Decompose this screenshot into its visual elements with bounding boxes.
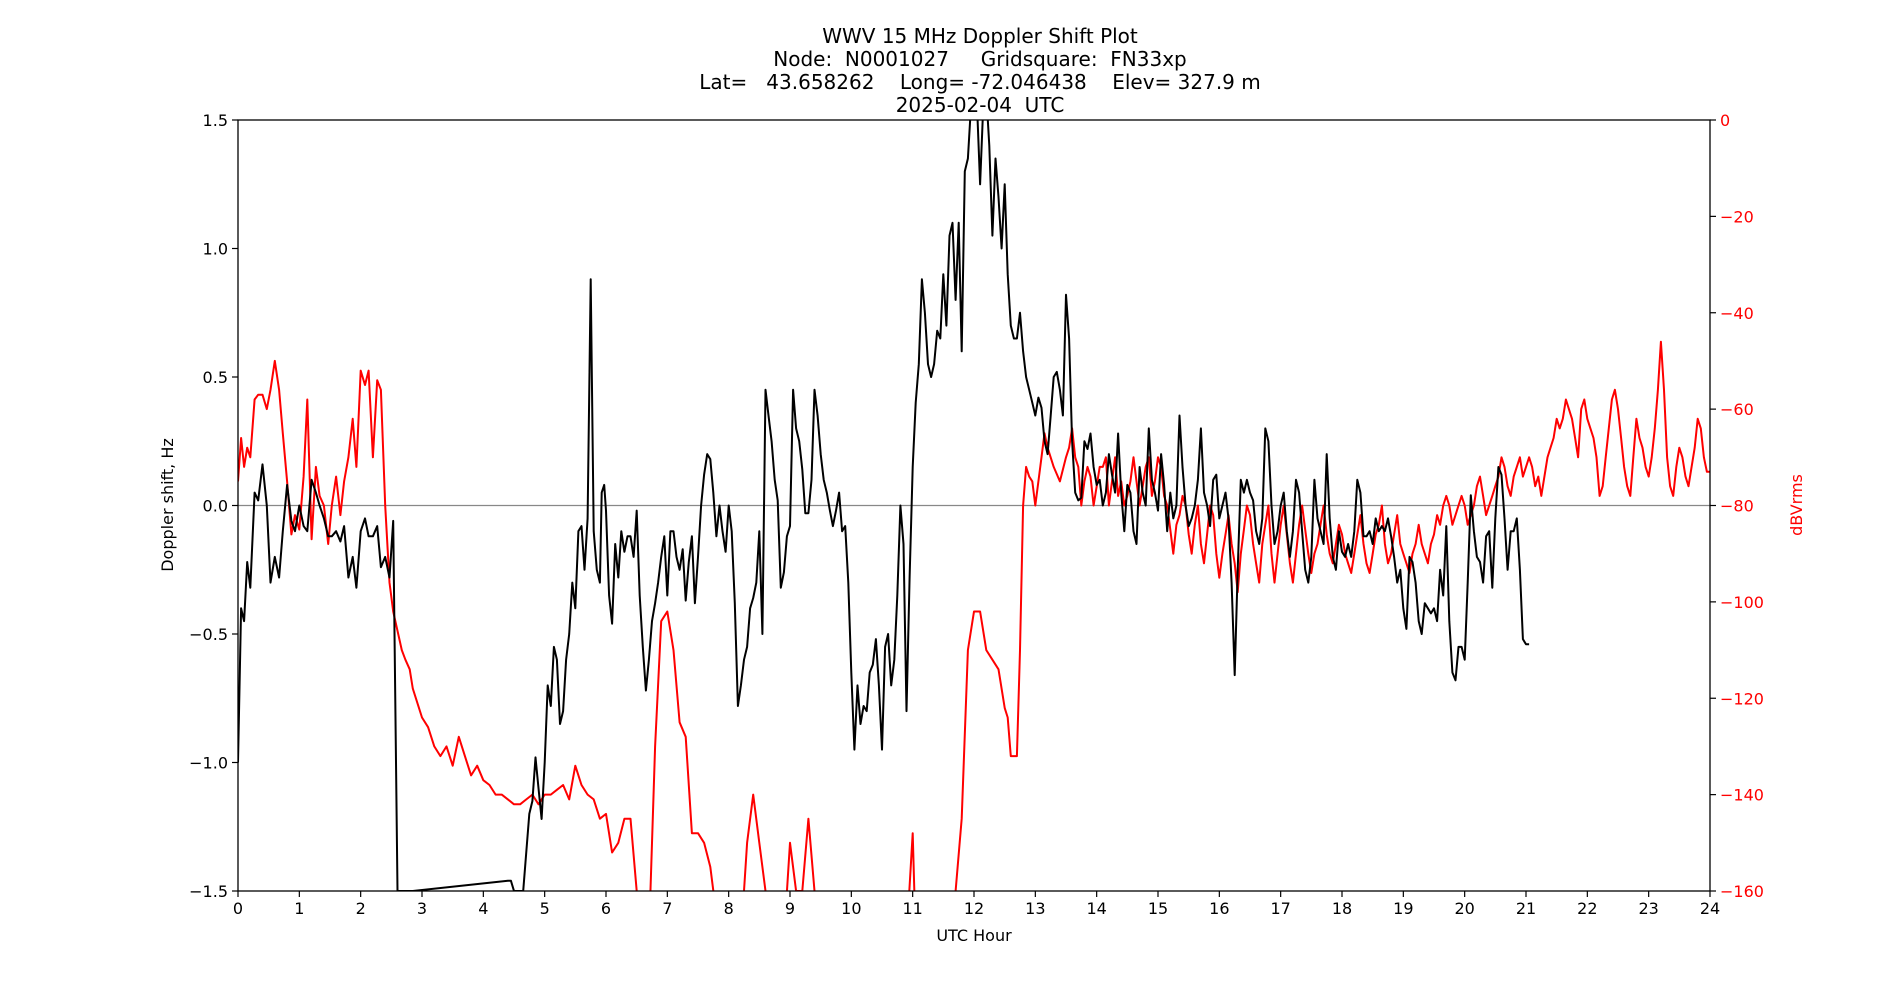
x-tick-label: 24 [1700, 899, 1720, 918]
y-tick-label: 0.5 [203, 368, 228, 387]
y2-tick-label: −20 [1720, 207, 1754, 226]
y-tick-label: 1.0 [203, 240, 228, 259]
x-tick-label: 1 [294, 899, 304, 918]
doppler-series-line [238, 120, 1530, 891]
y-axis-label: Doppler shift, Hz [158, 438, 177, 572]
title-line-2: Node: N0001027 Gridsquare: FN33xp [773, 47, 1187, 71]
x-tick-label: 8 [724, 899, 734, 918]
y2-axis-label: dBVrms [1787, 474, 1806, 536]
y2-tick-label: −60 [1720, 400, 1754, 419]
x-tick-label: 19 [1393, 899, 1413, 918]
y2-tick-label: −100 [1720, 593, 1764, 612]
y2-tick-label: −40 [1720, 304, 1754, 323]
y-tick-label: 1.5 [203, 111, 228, 130]
title-line-3: Lat= 43.658262 Long= -72.046438 Elev= 32… [699, 70, 1261, 94]
y2-tick-label: −140 [1720, 786, 1764, 805]
x-tick-label: 9 [785, 899, 795, 918]
x-axis: 0 1 2 3 4 5 6 7 8 9 10 11 12 13 14 15 16 17 18 19 20 21 22 23 24 [233, 891, 1720, 918]
y-tick-label: −1.0 [189, 754, 228, 773]
x-tick-label: 11 [902, 899, 922, 918]
y2-tick-label: −120 [1720, 689, 1764, 708]
x-tick-label: 14 [1086, 899, 1106, 918]
x-tick-label: 20 [1454, 899, 1474, 918]
x-tick-label: 13 [1025, 899, 1045, 918]
x-tick-label: 12 [964, 899, 984, 918]
plot-area [237, 119, 1711, 892]
y-axis-left: 1.5 1.0 0.5 0.0 −0.5 −1.0 −1.5 [189, 111, 238, 901]
y-tick-label: −0.5 [189, 625, 228, 644]
y2-tick-label: −80 [1720, 497, 1754, 516]
x-tick-label: 16 [1209, 899, 1229, 918]
y-tick-label: 0.0 [203, 497, 228, 516]
x-tick-label: 18 [1332, 899, 1352, 918]
x-tick-label: 15 [1148, 899, 1168, 918]
x-tick-label: 17 [1270, 899, 1290, 918]
x-tick-label: 23 [1638, 899, 1658, 918]
title-line-4: 2025-02-04 UTC [895, 93, 1065, 117]
y2-tick-label: −160 [1720, 882, 1764, 901]
x-tick-label: 10 [841, 899, 861, 918]
title-line-1: WWV 15 MHz Doppler Shift Plot [822, 24, 1138, 48]
x-tick-label: 21 [1516, 899, 1536, 918]
x-tick-label: 5 [540, 899, 550, 918]
y2-tick-label: 0 [1720, 111, 1730, 130]
x-tick-label: 22 [1577, 899, 1597, 918]
x-tick-label: 0 [233, 899, 243, 918]
y-tick-label: −1.5 [189, 882, 228, 901]
x-tick-label: 6 [601, 899, 611, 918]
x-tick-label: 7 [662, 899, 672, 918]
x-tick-label: 2 [356, 899, 366, 918]
x-tick-label: 4 [478, 899, 488, 918]
x-axis-label: UTC Hour [936, 926, 1012, 945]
power-series-line [238, 340, 1710, 891]
x-tick-label: 3 [417, 899, 427, 918]
y-axis-right: 0 −20 −40 −60 −80 −100 −120 −140 −160 [1710, 111, 1764, 901]
